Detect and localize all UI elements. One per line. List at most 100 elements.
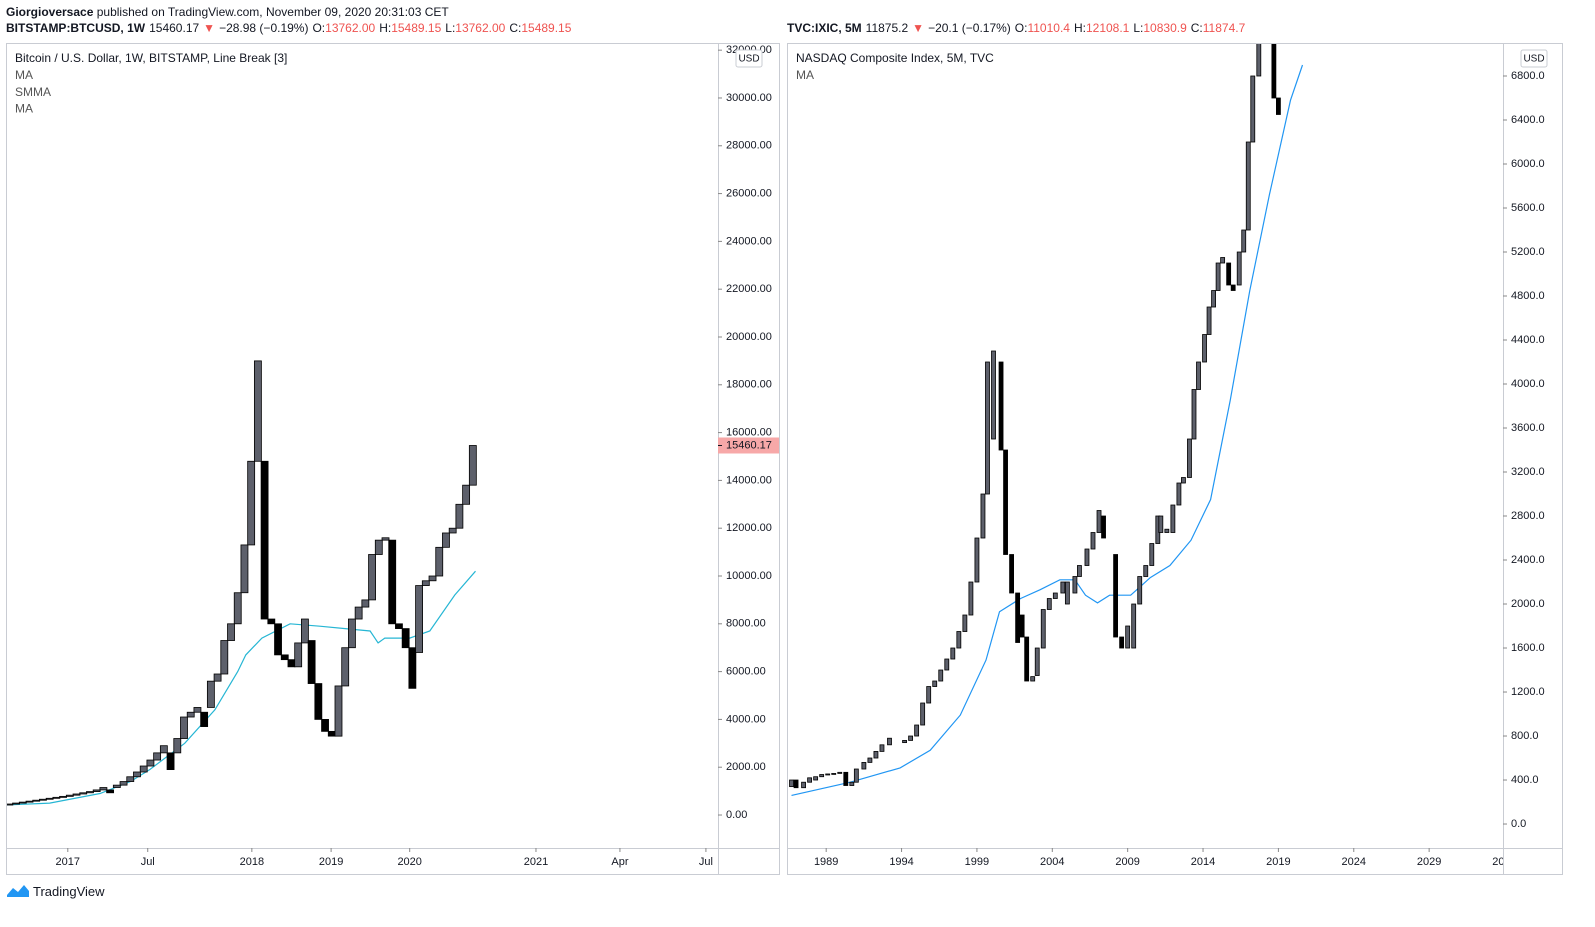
quote-line: TVC:IXIC, 5M 11875.2 ▼ −20.1 (−0.17%) O:1101… bbox=[787, 21, 1249, 35]
brick bbox=[395, 623, 403, 629]
brick bbox=[950, 647, 956, 660]
brick bbox=[247, 460, 256, 546]
brick bbox=[1009, 554, 1014, 594]
brick bbox=[837, 771, 843, 774]
y-tick-label: 2400.0 bbox=[1511, 554, 1545, 566]
brick bbox=[388, 539, 397, 625]
brick bbox=[381, 537, 390, 541]
x-tick-label: 2024 bbox=[1342, 856, 1366, 868]
brick bbox=[52, 796, 61, 799]
x-tick-label: 2029 bbox=[1417, 856, 1441, 868]
brick bbox=[1030, 676, 1036, 682]
brick bbox=[1206, 306, 1212, 335]
brick bbox=[213, 673, 222, 682]
brick bbox=[119, 781, 128, 786]
brick bbox=[139, 765, 148, 773]
brick bbox=[1230, 284, 1236, 291]
y-tick-label: 22000.00 bbox=[726, 283, 772, 295]
brick bbox=[368, 554, 376, 601]
ohlc-label: C: bbox=[509, 21, 522, 35]
brick bbox=[831, 773, 837, 775]
indicator: SMMA bbox=[15, 85, 51, 99]
brick bbox=[902, 740, 907, 744]
brick bbox=[879, 744, 885, 752]
x-tick-label: 2019 bbox=[319, 856, 343, 868]
y-tick-label: 24000.00 bbox=[726, 235, 772, 247]
brick bbox=[1245, 141, 1251, 231]
brick bbox=[1024, 636, 1030, 682]
brick bbox=[1170, 504, 1176, 533]
currency: USD bbox=[1523, 54, 1544, 65]
brick bbox=[1101, 515, 1106, 539]
brick bbox=[1271, 44, 1277, 99]
brick bbox=[193, 707, 202, 713]
brick bbox=[1164, 528, 1170, 533]
symbol: BITSTAMP:BTCUSD, 1W bbox=[6, 21, 146, 35]
pane-frame bbox=[6, 43, 780, 875]
last-price: 11875.2 bbox=[865, 21, 909, 35]
brick bbox=[314, 683, 323, 720]
brick bbox=[825, 773, 831, 776]
logo bbox=[7, 885, 29, 897]
brick bbox=[1211, 290, 1216, 308]
y-tick-label: 18000.00 bbox=[726, 379, 772, 391]
currency-box bbox=[1520, 49, 1548, 68]
brick bbox=[287, 659, 296, 668]
brick bbox=[146, 759, 155, 767]
brick bbox=[813, 776, 819, 781]
brick bbox=[1176, 482, 1182, 506]
brick bbox=[1034, 647, 1040, 676]
brick bbox=[926, 686, 932, 704]
brick bbox=[1191, 389, 1197, 440]
brick bbox=[274, 623, 282, 656]
brick bbox=[260, 460, 269, 620]
indicator: MA bbox=[15, 102, 33, 116]
brick bbox=[1113, 554, 1119, 638]
brick bbox=[72, 793, 81, 796]
x-tick-label: 2004 bbox=[1040, 856, 1064, 868]
x-tick-label: 1989 bbox=[814, 856, 838, 868]
y-tick-label: 1600.0 bbox=[1511, 642, 1545, 654]
y-tick-label: 30000.00 bbox=[726, 92, 772, 104]
footer: TradingView bbox=[6, 883, 105, 899]
y-tick-label: 2000.00 bbox=[726, 761, 766, 773]
last-price: 15460.17 bbox=[149, 21, 200, 35]
y-tick-label: 1200.0 bbox=[1511, 686, 1545, 698]
x-tick-label: 1999 bbox=[965, 856, 989, 868]
brick bbox=[79, 792, 88, 795]
brick bbox=[348, 618, 356, 649]
indicator: MA bbox=[15, 68, 33, 82]
brick bbox=[867, 757, 873, 763]
brick bbox=[1125, 625, 1131, 649]
brick bbox=[1261, 0, 1265, 21]
brick bbox=[307, 640, 316, 684]
brick bbox=[39, 798, 47, 801]
brick bbox=[1181, 477, 1186, 484]
brick bbox=[801, 781, 806, 789]
ohlc-value: 15489.15 bbox=[391, 21, 442, 35]
brick bbox=[267, 618, 276, 625]
brick bbox=[92, 789, 101, 792]
y-tick-label: 2800.0 bbox=[1511, 510, 1545, 522]
publish-line: Giorgioversace published on TradingView.… bbox=[6, 5, 449, 19]
y-tick-label: 6400.0 bbox=[1511, 114, 1545, 126]
ohlc-value: 13762.00 bbox=[455, 21, 506, 35]
brick bbox=[1003, 449, 1008, 555]
brick bbox=[861, 762, 867, 770]
brick bbox=[843, 771, 849, 786]
last-price-box bbox=[718, 437, 779, 454]
brick bbox=[220, 640, 229, 675]
brick bbox=[59, 795, 67, 798]
x-tick-label: 2014 bbox=[1191, 856, 1215, 868]
y-tick-label: 5200.0 bbox=[1511, 246, 1545, 258]
brick bbox=[180, 716, 188, 739]
brick bbox=[408, 647, 417, 689]
brick bbox=[280, 654, 289, 661]
currency: USD bbox=[738, 54, 759, 65]
published: published on TradingView.com, November 0… bbox=[96, 5, 449, 19]
ohlc: C:15489.15 bbox=[509, 21, 571, 35]
brick bbox=[887, 737, 892, 746]
brick bbox=[18, 801, 27, 804]
pane-title: Bitcoin / U.S. Dollar, 1W, BITSTAMP, Lin… bbox=[15, 51, 287, 65]
y-tick-label: 3600.0 bbox=[1511, 422, 1545, 434]
